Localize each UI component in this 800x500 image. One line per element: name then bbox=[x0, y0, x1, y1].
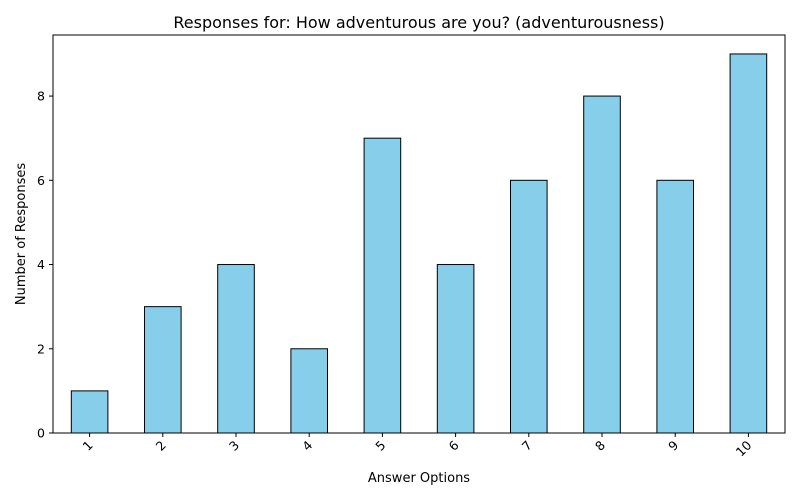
bar-1 bbox=[70, 390, 109, 434]
x-tick-label: 8 bbox=[592, 437, 608, 453]
y-tick-label: 6 bbox=[37, 173, 45, 188]
bars-group bbox=[70, 53, 768, 434]
x-axis-ticks: 1 2 3 4 5 6 7 8 9 10 bbox=[79, 433, 755, 459]
x-tick-label: 9 bbox=[665, 437, 681, 453]
bar-7 bbox=[510, 179, 548, 434]
x-tick-label: 3 bbox=[226, 438, 242, 454]
x-tick-label: 2 bbox=[153, 438, 169, 454]
bar-9 bbox=[656, 179, 695, 434]
x-tick-label: 4 bbox=[299, 437, 315, 453]
x-axis-label: Answer Options bbox=[368, 471, 470, 486]
y-axis-ticks: 0 2 4 6 8 bbox=[37, 89, 53, 441]
x-tick-label: 7 bbox=[519, 438, 535, 454]
y-tick-label: 8 bbox=[37, 89, 45, 104]
bar-2 bbox=[144, 306, 182, 434]
bar-5 bbox=[363, 137, 402, 434]
y-tick-label: 0 bbox=[37, 426, 45, 441]
chart-title: Responses for: How adventurous are you? … bbox=[173, 13, 664, 32]
bar-8 bbox=[583, 95, 621, 434]
x-tick-label: 5 bbox=[372, 438, 388, 454]
bar-4 bbox=[290, 348, 328, 434]
y-axis-label: Number of Responses bbox=[14, 163, 29, 305]
bar-6 bbox=[436, 264, 475, 434]
y-tick-label: 2 bbox=[37, 341, 45, 356]
bar-3 bbox=[217, 264, 255, 434]
x-tick-label: 1 bbox=[79, 438, 95, 454]
plot-frame bbox=[52, 34, 786, 434]
y-tick-label: 4 bbox=[37, 257, 45, 272]
x-tick-label: 6 bbox=[445, 437, 461, 453]
bar-10 bbox=[729, 53, 768, 434]
x-tick-label: 10 bbox=[733, 437, 755, 459]
